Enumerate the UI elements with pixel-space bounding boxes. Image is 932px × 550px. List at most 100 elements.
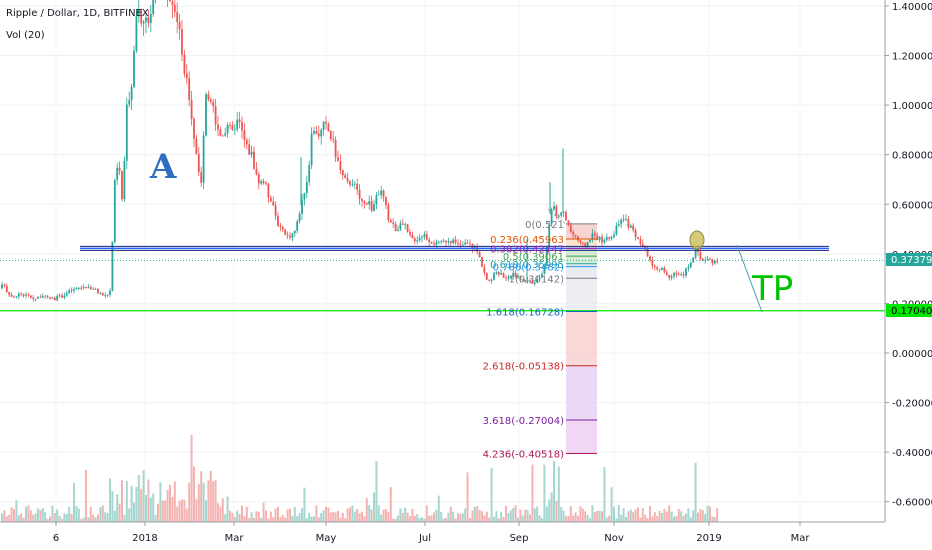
last-price-text: 0.37379 <box>891 255 932 266</box>
candle-body <box>207 94 210 100</box>
volume-bar <box>394 518 397 522</box>
candle-body <box>229 124 231 126</box>
price-tick-label: 1.00000 <box>892 101 932 112</box>
volume-bar <box>356 508 359 522</box>
candle-body <box>620 219 623 225</box>
candle-body <box>257 174 260 184</box>
volume-bar <box>104 512 107 522</box>
candle-body <box>133 50 135 87</box>
volume-bar <box>447 512 450 522</box>
volume-bar <box>214 480 217 522</box>
volume-bar <box>526 510 529 522</box>
candle-body <box>502 273 505 278</box>
candle-body <box>291 233 294 238</box>
volume-bar <box>483 515 486 522</box>
volume-bar <box>245 506 248 522</box>
candle-body <box>245 139 248 145</box>
candle-body <box>185 73 188 79</box>
time-axis[interactable]: 6 2018 Mar May Jul Sep Nov 2019 Mar <box>0 521 885 544</box>
volume-bar <box>173 481 176 522</box>
candle-body <box>301 199 303 214</box>
volume-bar <box>481 511 483 522</box>
volume-bar <box>221 498 224 522</box>
candle-body <box>317 133 320 137</box>
volume-bar <box>373 492 375 522</box>
candle-body <box>555 206 558 217</box>
volume-bar <box>116 494 119 522</box>
volume-bar <box>615 518 618 522</box>
price-tick-label: -0.40000 <box>892 448 932 459</box>
candle-body <box>267 183 270 198</box>
fib-level-label: 0.382(0.42147 <box>490 245 564 256</box>
volume-bar <box>325 506 327 522</box>
volume-bar <box>149 497 152 522</box>
volume-bar <box>166 489 169 522</box>
volume-bar <box>519 509 522 522</box>
volume-bar <box>385 509 387 522</box>
volume-bar <box>305 518 308 522</box>
candle-body <box>75 288 78 290</box>
candle-body <box>1 284 3 289</box>
candle-body <box>274 205 277 216</box>
candle-body <box>610 237 613 239</box>
candle-body <box>334 139 337 158</box>
volume-bar <box>301 508 303 522</box>
volume-bar <box>711 516 714 522</box>
candle-body <box>430 242 433 244</box>
candle-body <box>617 224 620 226</box>
volume-bar <box>409 516 411 522</box>
candle-body <box>663 267 666 273</box>
volume-bar <box>644 514 647 522</box>
price-tick-label: 0.60000 <box>892 200 932 211</box>
candle-body <box>176 12 179 23</box>
candle-body <box>197 154 200 173</box>
volume-bar <box>260 517 263 522</box>
candle-body <box>548 224 551 247</box>
candle-body <box>394 223 397 232</box>
candle-body <box>361 198 363 201</box>
candle-body <box>401 223 404 225</box>
volume-bar <box>389 487 392 522</box>
fib-level-label: 1(0.30142) <box>508 274 564 285</box>
volume-bar <box>658 511 661 522</box>
candle-body <box>389 220 392 223</box>
volume-bar <box>550 492 553 522</box>
volume-bar <box>629 509 632 522</box>
volume-bar <box>413 515 416 522</box>
candle-body <box>632 225 635 231</box>
volume-bar <box>89 506 92 522</box>
volume-bar <box>308 512 311 522</box>
volume-bar <box>709 506 711 522</box>
volume-bar <box>579 506 582 522</box>
volume-bar <box>639 517 642 522</box>
volume-bar <box>687 508 690 522</box>
volume-bar <box>416 514 419 522</box>
volume-bar <box>533 508 536 522</box>
volume-bar <box>586 514 589 522</box>
candle-body <box>505 277 507 279</box>
candle-body <box>85 287 87 288</box>
volume-bar <box>265 510 267 522</box>
volume-bar <box>601 511 603 522</box>
candle-body <box>209 99 212 102</box>
candle-body <box>241 122 243 131</box>
volume-bar <box>490 467 493 522</box>
candle-body <box>337 157 339 162</box>
candle-body <box>17 293 20 297</box>
candle-body <box>37 297 39 299</box>
volume-bar <box>298 513 301 522</box>
candle-body <box>449 241 452 244</box>
candle-body <box>226 124 229 134</box>
volume-bar <box>183 499 186 522</box>
volume-bar <box>641 508 644 522</box>
volume-bar <box>17 515 20 522</box>
volume-bar <box>133 502 135 522</box>
candle-body <box>310 133 313 166</box>
volume-bar <box>171 497 174 522</box>
volume-bar <box>22 517 25 522</box>
candle-body <box>53 297 56 301</box>
volume-bar <box>406 512 409 522</box>
candle-body <box>73 289 75 291</box>
candle-body <box>531 280 534 284</box>
